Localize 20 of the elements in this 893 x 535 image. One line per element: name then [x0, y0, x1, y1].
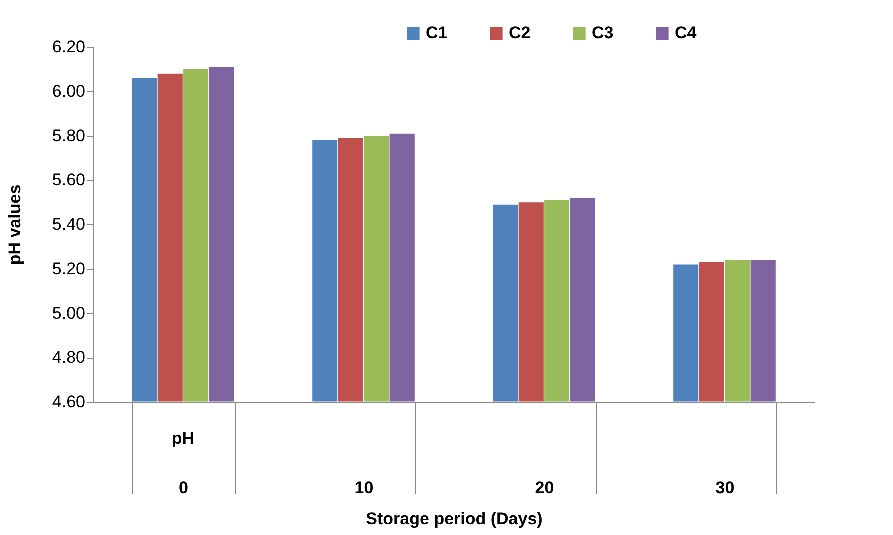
x-tick-label: 30 — [716, 478, 735, 498]
legend-label: C3 — [592, 24, 614, 43]
y-axis-title: pH values — [5, 184, 24, 266]
x-tick-label: 20 — [535, 478, 554, 498]
y-tick-label: 6.00 — [52, 82, 86, 101]
y-tick-label: 5.40 — [52, 215, 86, 234]
x-tick-label: 0 — [179, 478, 188, 498]
legend-label: C2 — [509, 24, 531, 43]
x-tick-label: 10 — [354, 478, 374, 498]
y-tick-label: 4.60 — [52, 392, 86, 412]
y-tick-label: 6.20 — [52, 38, 86, 56]
y-tick-label: 4.80 — [52, 348, 86, 368]
y-tick-label: 5.20 — [52, 259, 86, 278]
legend-label: C4 — [675, 24, 698, 43]
y-tick-label: 5.80 — [52, 126, 86, 146]
text: pH — [172, 429, 195, 448]
y-tick-label: 5.60 — [52, 170, 86, 190]
legend-label: C1 — [426, 24, 448, 43]
y-tick-label: 5.00 — [52, 304, 86, 323]
x-axis-title: Storage period (Days) — [366, 510, 543, 528]
